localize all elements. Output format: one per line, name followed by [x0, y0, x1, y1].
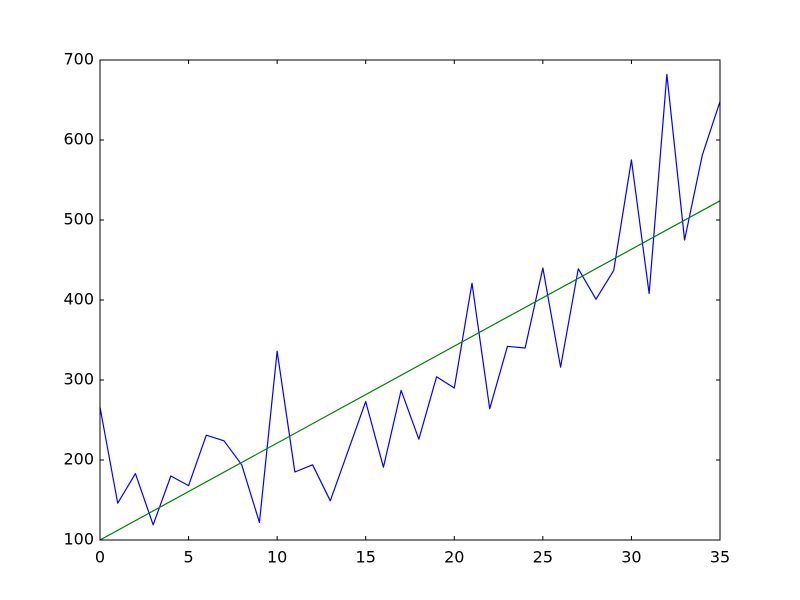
- x-tick-label: 10: [267, 548, 287, 567]
- x-tick-label: 0: [95, 548, 105, 567]
- tick-layer: 0 5 10 15 20 25 30 35 100 200 300 400 500 600 700: [63, 50, 730, 567]
- x-tick-label: 20: [444, 548, 464, 567]
- y-tick-label: 500: [63, 210, 94, 229]
- y-tick-label: 200: [63, 450, 94, 469]
- data-series-line: [99, 73, 721, 526]
- y-tick-label: 400: [63, 290, 94, 309]
- x-tick-label: 15: [356, 548, 376, 567]
- y-tick-label: 600: [63, 130, 94, 149]
- x-tick-label: 30: [621, 548, 641, 567]
- y-tick-label: 300: [63, 370, 94, 389]
- x-tick-label: 5: [183, 548, 193, 567]
- x-tick-label: 25: [533, 548, 553, 567]
- series-layer: [99, 73, 721, 541]
- x-tick-label: 35: [710, 548, 730, 567]
- y-tick-label: 700: [63, 50, 94, 69]
- trend-line: [99, 200, 721, 541]
- y-tick-label: 100: [63, 530, 94, 549]
